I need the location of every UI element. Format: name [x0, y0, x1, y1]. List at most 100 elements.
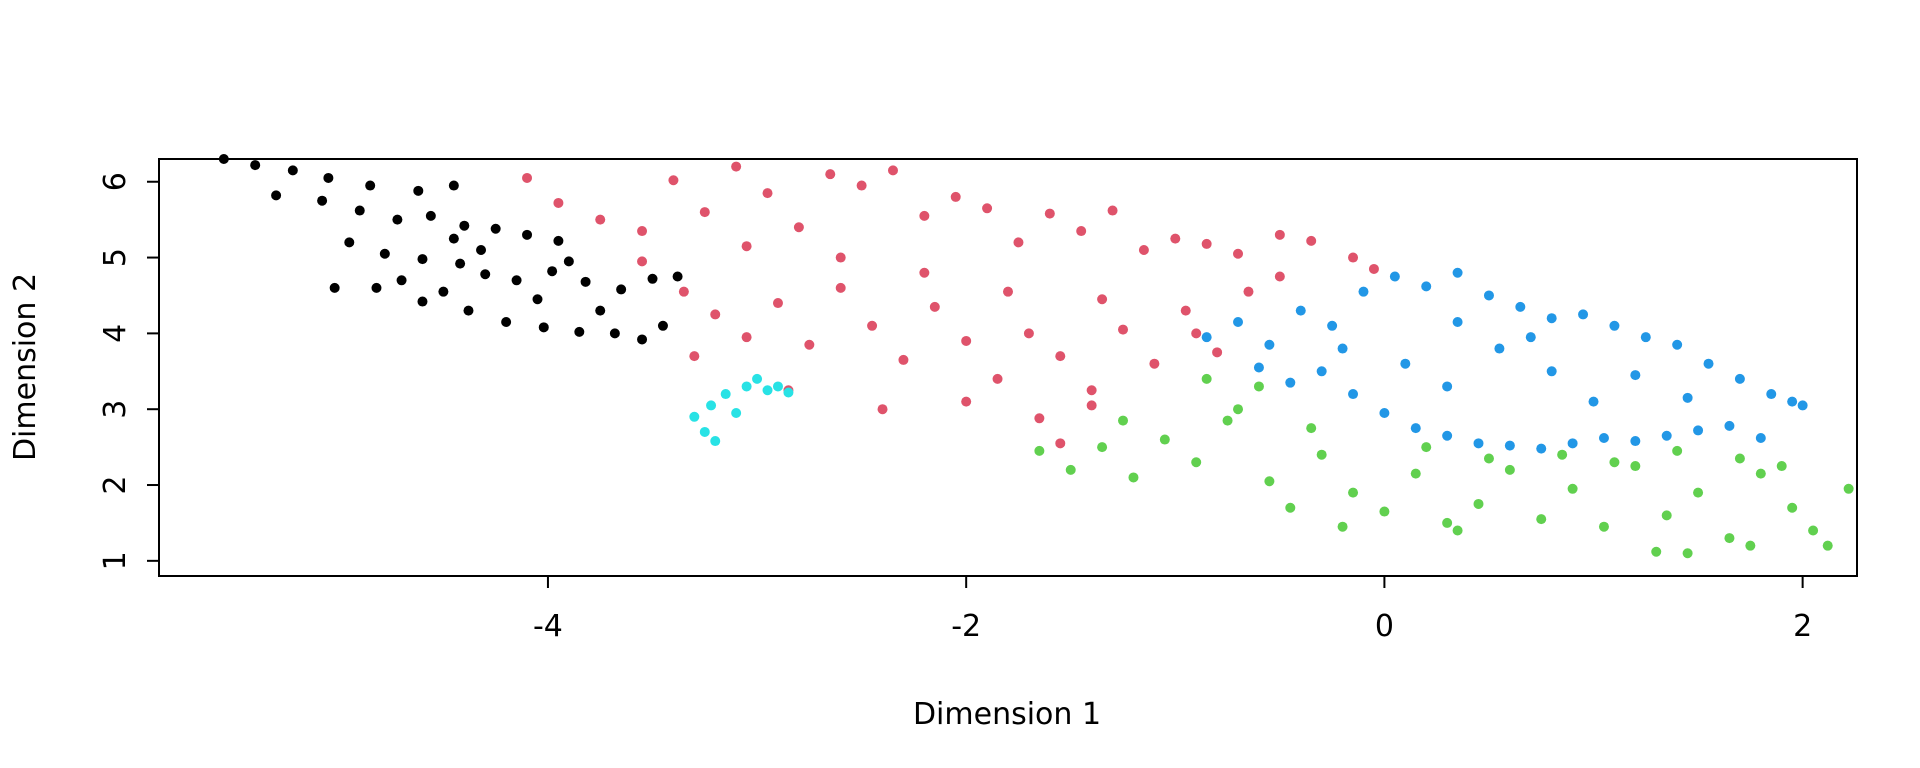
x-axis-title: Dimension 1 — [913, 697, 1101, 732]
data-point — [616, 284, 627, 295]
data-point — [825, 169, 836, 180]
data-point — [1536, 443, 1547, 454]
data-point — [1682, 392, 1693, 403]
data-point — [856, 180, 867, 191]
data-point — [793, 222, 804, 233]
data-point — [1337, 343, 1348, 354]
data-point — [929, 301, 940, 312]
data-point — [1107, 205, 1118, 216]
data-point — [1452, 267, 1463, 278]
data-point — [835, 282, 846, 293]
data-point — [1745, 540, 1756, 551]
data-point — [1274, 229, 1285, 240]
data-point — [1118, 415, 1129, 426]
data-point — [731, 407, 742, 418]
data-point — [574, 326, 585, 337]
data-point — [1797, 400, 1808, 411]
data-point — [772, 381, 783, 392]
data-point — [609, 328, 620, 339]
data-point — [783, 387, 794, 398]
data-point — [961, 396, 972, 407]
data-point — [1452, 317, 1463, 328]
data-point — [1546, 366, 1557, 377]
data-point — [1843, 483, 1854, 494]
data-point — [772, 298, 783, 309]
data-point — [1557, 449, 1568, 460]
y-axis-title: Dimension 2 — [8, 273, 43, 461]
data-point — [1379, 506, 1390, 517]
data-point — [1253, 362, 1264, 373]
data-point — [1755, 468, 1766, 479]
data-point — [1776, 461, 1787, 472]
data-point — [1640, 332, 1651, 343]
data-point — [1755, 433, 1766, 444]
data-point — [1598, 521, 1609, 532]
data-point — [1191, 328, 1202, 339]
data-point — [1822, 540, 1833, 551]
series-0 — [218, 154, 683, 345]
data-point — [657, 320, 668, 331]
y-tick-label: 1 — [98, 551, 133, 570]
data-point — [1661, 430, 1672, 441]
data-point — [595, 305, 606, 316]
data-point — [1055, 351, 1066, 362]
data-point — [371, 282, 382, 293]
data-point — [1609, 457, 1620, 468]
data-point — [637, 256, 648, 267]
data-point — [463, 305, 474, 316]
data-point — [1546, 313, 1557, 324]
data-point — [1703, 358, 1714, 369]
data-point — [1630, 436, 1641, 447]
data-point — [425, 210, 436, 221]
data-point — [1191, 457, 1202, 468]
data-point — [1483, 290, 1494, 301]
data-point — [699, 426, 710, 437]
series-3 — [1034, 373, 1854, 559]
data-point — [250, 160, 261, 171]
data-point — [1065, 464, 1076, 475]
data-point — [1473, 498, 1484, 509]
x-tick-label: 2 — [1793, 609, 1812, 644]
data-point — [706, 400, 717, 411]
data-point — [1044, 208, 1055, 219]
data-point — [1661, 510, 1672, 521]
data-point — [1766, 389, 1777, 400]
data-point — [1682, 548, 1693, 559]
data-point — [438, 286, 449, 297]
data-point — [448, 180, 459, 191]
data-point — [1034, 413, 1045, 424]
data-point — [344, 237, 355, 248]
data-point — [1201, 373, 1212, 384]
data-point — [1003, 286, 1013, 297]
data-point — [379, 248, 390, 259]
data-point — [538, 322, 549, 333]
data-point — [950, 191, 961, 202]
data-point — [835, 252, 846, 263]
data-point — [919, 267, 930, 278]
data-point — [1609, 320, 1620, 331]
data-point — [1515, 301, 1526, 312]
data-point — [1452, 525, 1463, 536]
data-point — [1379, 407, 1390, 418]
data-point — [1525, 332, 1536, 343]
data-point — [417, 254, 428, 265]
data-point — [1086, 400, 1097, 411]
data-point — [1264, 476, 1275, 487]
data-point — [1389, 271, 1400, 282]
data-point — [1233, 317, 1244, 328]
data-point — [480, 269, 491, 280]
data-point — [1306, 423, 1317, 434]
data-point — [1295, 305, 1306, 316]
data-point — [1128, 472, 1139, 483]
data-point — [1180, 305, 1191, 316]
y-tick-label: 2 — [98, 475, 133, 494]
data-point — [1358, 286, 1369, 297]
data-point — [1442, 430, 1453, 441]
data-point — [668, 175, 679, 186]
data-point — [511, 275, 522, 286]
data-point — [1442, 517, 1453, 528]
data-point — [1285, 377, 1296, 388]
y-tick-label: 5 — [98, 248, 133, 267]
data-point — [1630, 370, 1641, 381]
